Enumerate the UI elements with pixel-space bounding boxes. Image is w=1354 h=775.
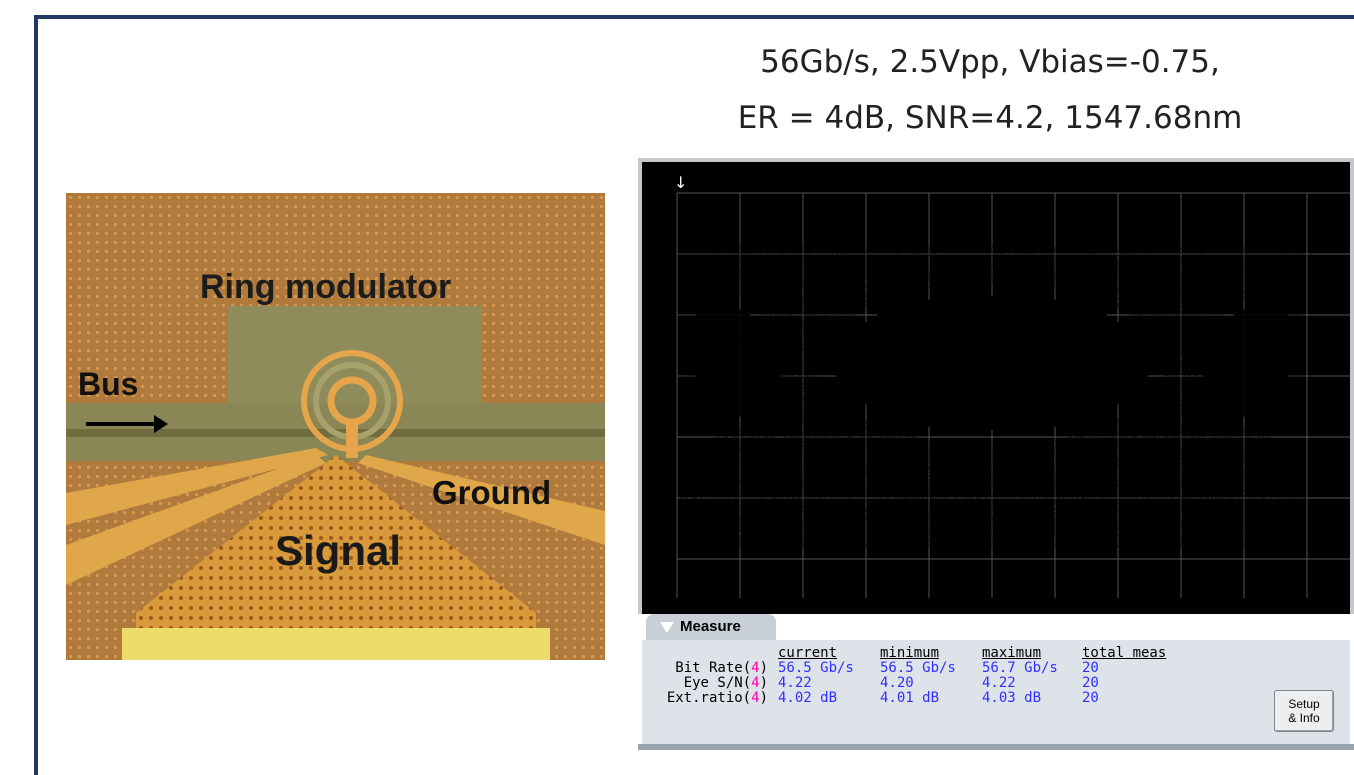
bus-label: Bus — [78, 366, 139, 402]
measure-tab[interactable]: Measure ✕ — [646, 614, 789, 640]
setup-info-button[interactable]: Setup & Info — [1274, 690, 1334, 732]
header-current: current — [778, 645, 838, 661]
cell-bit-rate-maximum: 56.7 Gb/s — [982, 660, 1058, 676]
cell-bit-rate-total: 20 — [1082, 660, 1099, 676]
figure-title-line-2: ER = 4dB, SNR=4.2, 1547.68nm — [737, 100, 1243, 136]
cell-bit-rate-current: 56.5 Gb/s — [778, 660, 854, 676]
center-eye-opening — [826, 296, 1158, 430]
column-current: current 56.5 Gb/s 4.22 4.02 dB — [778, 646, 854, 706]
cell-eye-sn-minimum: 4.20 — [880, 675, 914, 691]
eye-diagram-screen: ↓ — [638, 158, 1354, 614]
slide-frame — [34, 15, 1354, 775]
column-maximum: maximum 56.7 Gb/s 4.22 4.03 dB — [982, 646, 1058, 706]
column-minimum: minimum 56.5 Gb/s 4.20 4.01 dB — [880, 646, 956, 706]
column-total: total meas 20 20 20 — [1082, 646, 1166, 706]
collapse-triangle-icon[interactable] — [660, 622, 674, 633]
right-eye-opening — [1196, 301, 1288, 425]
left-eye-opening — [696, 301, 788, 425]
signal-label: Signal — [275, 527, 402, 574]
setup-label: Setup — [1288, 697, 1320, 711]
ground-label: Ground — [432, 474, 552, 511]
header-maximum: maximum — [982, 645, 1042, 661]
ring-modulator-label: Ring modulator — [200, 268, 452, 306]
cell-eye-sn-maximum: 4.22 — [982, 675, 1016, 691]
measure-tab-label: Measure — [680, 618, 741, 635]
header-total-meas: total meas — [1082, 645, 1167, 661]
cell-bit-rate-minimum: 56.5 Gb/s — [880, 660, 956, 676]
ring-modulator-micrograph — [66, 193, 605, 660]
cell-ext-ratio-maximum: 4.03 dB — [982, 690, 1042, 706]
row-label-bit-rate: Bit Rate(4) — [675, 660, 768, 676]
cell-eye-sn-total: 20 — [1082, 675, 1099, 691]
figure-title-line-1: 56Gb/s, 2.5Vpp, Vbias=-0.75, — [760, 44, 1220, 80]
measure-panel: Measure ✕ Bit Rate(4) Eye S/N(4) Ext.rat… — [638, 614, 1354, 750]
trigger-marker-icon: ↓ — [674, 173, 687, 192]
row-label-ext-ratio: Ext.ratio(4) — [666, 690, 768, 706]
cell-ext-ratio-minimum: 4.01 dB — [880, 690, 940, 706]
row-labels: Bit Rate(4) Eye S/N(4) Ext.ratio(4) — [656, 646, 768, 706]
oscilloscope-display: ↓ Measure ✕ Bit Rate(4) Eye S/N(4) Ext.r… — [638, 158, 1354, 750]
measure-results: Bit Rate(4) Eye S/N(4) Ext.ratio(4) curr… — [642, 640, 1350, 744]
close-icon[interactable]: ✕ — [774, 616, 790, 637]
panel-bottom-bar — [638, 744, 1354, 750]
cell-eye-sn-current: 4.22 — [778, 675, 812, 691]
row-label-eye-sn: Eye S/N(4) — [683, 675, 768, 691]
cell-ext-ratio-current: 4.02 dB — [778, 690, 838, 706]
info-label: & Info — [1288, 711, 1320, 725]
cell-ext-ratio-total: 20 — [1082, 690, 1099, 706]
header-minimum: minimum — [880, 645, 940, 661]
